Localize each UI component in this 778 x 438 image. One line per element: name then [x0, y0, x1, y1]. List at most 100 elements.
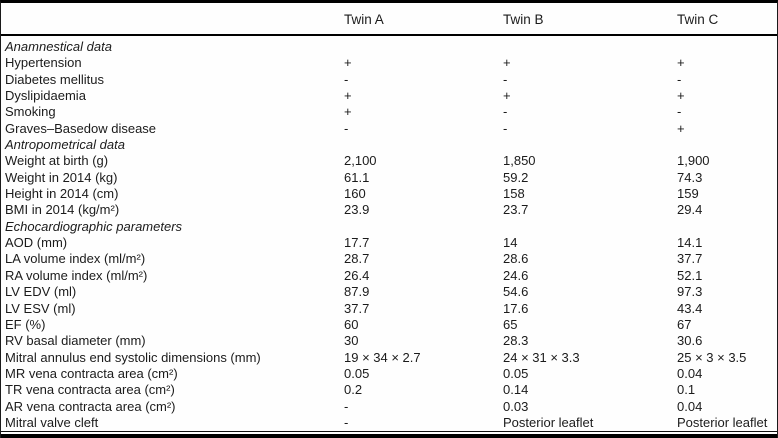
- cell-value: 25 × 3 × 3.5: [677, 349, 747, 365]
- header-parameter: [1, 3, 344, 36]
- cell-value: +: [503, 88, 511, 104]
- cell-value: 30.6: [677, 333, 703, 349]
- row-label: RV basal diameter (mm): [5, 333, 146, 349]
- table-bottom-border: [1, 431, 777, 438]
- cell-value: -: [503, 120, 508, 136]
- row-label: MR vena contracta area (cm²): [5, 365, 178, 381]
- cell-value: -: [503, 104, 508, 120]
- cell-value: 0.05: [503, 365, 529, 381]
- table-row: AOD (mm) 17.7 14 14.1: [1, 235, 777, 251]
- row-label: RA volume index (ml/m²): [5, 267, 148, 283]
- cell-value: 59.2: [503, 169, 529, 185]
- section-label: Anamnestical data: [5, 39, 112, 54]
- table-row: EF (%) 60 65 67: [1, 317, 777, 333]
- section-label: Echocardiographic parameters: [5, 218, 183, 234]
- cell-value: 60: [344, 316, 359, 332]
- row-label: TR vena contracta area (cm²): [5, 382, 175, 398]
- cell-value: +: [344, 88, 352, 104]
- cell-value: 0.14: [503, 382, 529, 398]
- cell-value: 19 × 34 × 2.7: [344, 349, 421, 365]
- table-row: LV ESV (ml) 37.7 17.6 43.4: [1, 301, 777, 317]
- table-row: LV EDV (ml) 87.9 54.6 97.3: [1, 284, 777, 300]
- row-label: LA volume index (ml/m²): [5, 251, 146, 267]
- table-row: Smoking + - -: [1, 104, 777, 120]
- cell-value: 28.7: [344, 251, 370, 267]
- cell-value: 24 × 31 × 3.3: [503, 349, 580, 365]
- row-label: Smoking: [5, 104, 56, 120]
- cell-value: 74.3: [677, 169, 703, 185]
- cell-value: 61.1: [344, 169, 370, 185]
- row-label: Height in 2014 (cm): [5, 186, 119, 202]
- cell-value: 17.7: [344, 235, 370, 251]
- table-row: Graves–Basedow disease - - +: [1, 121, 777, 137]
- cell-value: 1,900: [677, 153, 710, 169]
- cell-value: 2,100: [344, 153, 377, 169]
- cell-value: 23.7: [503, 202, 529, 218]
- table-header: Twin A Twin B Twin C: [1, 3, 777, 36]
- data-table: Twin A Twin B Twin C Anamnestical data Hy…: [1, 3, 777, 431]
- cell-value: 14: [503, 235, 518, 251]
- section-row: Antropometrical data: [1, 137, 777, 153]
- cell-value: 52.1: [677, 267, 703, 283]
- section-row: Echocardiographic parameters: [1, 219, 777, 235]
- cell-value: Posterior leaflet: [677, 414, 768, 430]
- row-label: LV ESV (ml): [5, 300, 76, 316]
- table-row: RV basal diameter (mm) 30 28.3 30.6: [1, 333, 777, 349]
- cell-value: 87.9: [344, 284, 370, 300]
- cell-value: -: [344, 71, 349, 87]
- cell-value: 160: [344, 186, 366, 202]
- cell-value: -: [344, 120, 349, 136]
- section-row: Anamnestical data: [1, 35, 777, 55]
- header-twin-c: Twin C: [677, 3, 777, 36]
- cell-value: Posterior leaflet: [503, 414, 594, 430]
- cell-value: 37.7: [677, 251, 703, 267]
- header-row: Twin A Twin B Twin C: [1, 3, 777, 36]
- cell-value: 37.7: [344, 300, 370, 316]
- table-row: MR vena contracta area (cm²) 0.05 0.05 0.04: [1, 366, 777, 382]
- cell-value: 28.3: [503, 333, 529, 349]
- cell-value: +: [344, 104, 352, 120]
- bottom-gap: [1, 432, 777, 435]
- cell-value: 0.2: [344, 382, 363, 398]
- row-label: Mitral annulus end systolic dimensions (…: [5, 349, 261, 365]
- cell-value: 23.9: [344, 202, 370, 218]
- cell-value: 0.04: [677, 398, 703, 414]
- table-row: BMI in 2014 (kg/m²) 23.9 23.7 29.4: [1, 202, 777, 218]
- cell-value: 159: [677, 186, 699, 202]
- cell-value: -: [344, 398, 349, 414]
- cell-value: +: [677, 55, 685, 71]
- cell-value: 0.05: [344, 365, 370, 381]
- cell-value: 65: [503, 316, 518, 332]
- table-row: Diabetes mellitus - - -: [1, 72, 777, 88]
- table-row: AR vena contracta area (cm²) - 0.03 0.04: [1, 399, 777, 415]
- row-label: EF (%): [5, 316, 46, 332]
- table-row: Hypertension + + +: [1, 55, 777, 71]
- cell-value: 54.6: [503, 284, 529, 300]
- cell-value: 30: [344, 333, 359, 349]
- cell-value: 17.6: [503, 300, 529, 316]
- table-row: TR vena contracta area (cm²) 0.2 0.14 0.1: [1, 382, 777, 398]
- cell-value: 67: [677, 316, 692, 332]
- table-row: LA volume index (ml/m²) 28.7 28.6 37.7: [1, 251, 777, 267]
- header-twin-a: Twin A: [344, 3, 503, 36]
- cell-value: 158: [503, 186, 525, 202]
- cell-value: 97.3: [677, 284, 703, 300]
- row-label: Diabetes mellitus: [5, 71, 104, 87]
- row-label: Weight at birth (g): [5, 153, 109, 169]
- cell-value: 14.1: [677, 235, 703, 251]
- bottom-thin-rule: [1, 431, 777, 433]
- row-label: AOD (mm): [5, 235, 68, 251]
- table-body: Anamnestical data Hypertension + + + Diabetes…: [1, 35, 777, 431]
- bottom-thick-rule: [1, 434, 777, 438]
- cell-value: 43.4: [677, 300, 703, 316]
- row-label: Hypertension: [5, 55, 82, 71]
- table-row: Mitral annulus end systolic dimensions (…: [1, 350, 777, 366]
- table-row: RA volume index (ml/m²) 26.4 24.6 52.1: [1, 268, 777, 284]
- row-label: AR vena contracta area (cm²): [5, 398, 176, 414]
- cell-value: -: [677, 104, 682, 120]
- cell-value: 0.1: [677, 382, 696, 398]
- cell-value: 0.04: [677, 365, 703, 381]
- row-label: LV EDV (ml): [5, 284, 77, 300]
- header-twin-b: Twin B: [503, 3, 677, 36]
- row-label: BMI in 2014 (kg/m²): [5, 202, 120, 218]
